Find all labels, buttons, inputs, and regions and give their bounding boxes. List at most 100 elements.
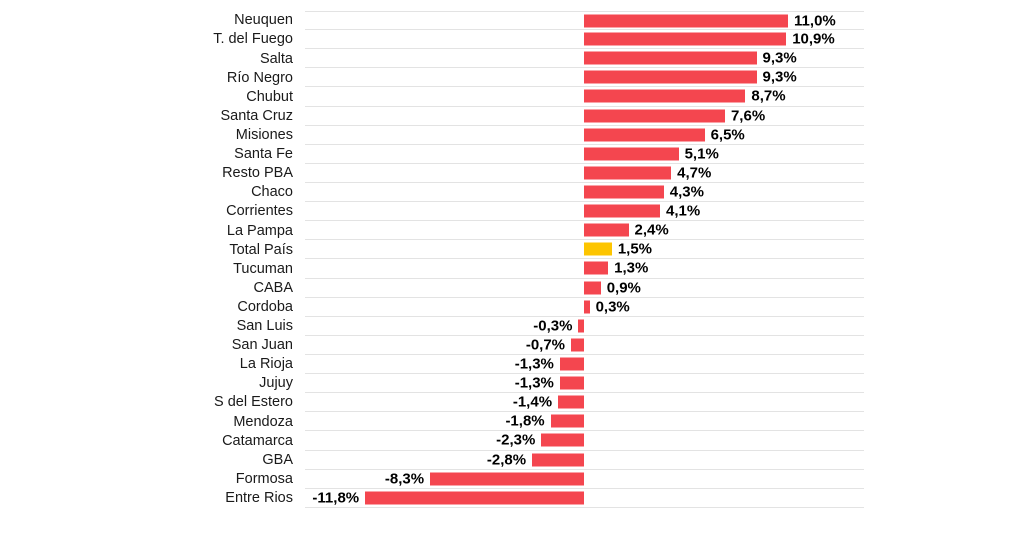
bar[interactable]	[584, 204, 661, 218]
bar-value-label: 8,7%	[751, 87, 786, 105]
chart-row: 4,7%	[305, 164, 864, 183]
bar-value-label: 5,1%	[684, 145, 719, 163]
category-label: Jujuy	[259, 375, 293, 392]
bar-value-label: 4,7%	[677, 164, 712, 182]
bar-value-label: 9,3%	[762, 49, 797, 67]
category-label-row: Santa Fe	[0, 145, 293, 164]
category-label-row: Neuquen	[0, 11, 293, 30]
chart-row: -8,3%	[305, 470, 864, 489]
bar-value-label: -8,3%	[384, 470, 425, 488]
bar[interactable]	[365, 491, 584, 505]
bar[interactable]	[559, 376, 584, 390]
category-label-row: GBA	[0, 451, 293, 470]
bar[interactable]	[584, 223, 629, 237]
category-label: San Juan	[231, 337, 293, 354]
bar-value-label: -1,3%	[514, 355, 554, 373]
category-axis-labels: Neuquen T. del Fuego Salta Río Negro Chubut S…	[0, 11, 293, 508]
bar-value-label: -2,3%	[496, 431, 536, 449]
chart-row: -1,4%	[305, 393, 864, 413]
bar[interactable]	[584, 300, 590, 314]
chart-row: 9,3%	[305, 68, 864, 88]
chart-row: 7,6%	[305, 107, 864, 126]
bar-value-label: 6,5%	[710, 126, 745, 144]
chart-row: -11,8%	[305, 489, 864, 508]
chart-row: 4,1%	[305, 202, 864, 222]
chart-row: 0,3%	[305, 298, 864, 317]
bar[interactable]	[584, 261, 609, 275]
bar-value-label: 4,1%	[666, 202, 701, 220]
bar[interactable]	[550, 414, 584, 428]
chart-row: -1,3%	[305, 355, 864, 375]
bar[interactable]	[584, 70, 757, 84]
category-label: Neuquen	[234, 12, 293, 29]
bar-value-label: 1,3%	[614, 259, 649, 277]
category-label-row: T. del Fuego	[0, 30, 293, 49]
category-label: CABA	[253, 279, 294, 296]
bar-value-label: 9,3%	[762, 68, 797, 86]
bar[interactable]	[584, 147, 679, 161]
chart-row: 2,4%	[305, 221, 864, 241]
category-label: Entre Rios	[225, 490, 293, 507]
category-label: Mendoza	[233, 413, 293, 430]
bar[interactable]	[430, 472, 584, 486]
category-label-row: San Juan	[0, 336, 293, 355]
category-label-row: Catamarca	[0, 431, 293, 450]
chart-row: 1,3%	[305, 259, 864, 279]
category-label-row: Total País	[0, 240, 293, 259]
bar[interactable]	[558, 395, 584, 409]
bar[interactable]	[584, 32, 787, 46]
chart-row: 1,5%	[305, 240, 864, 260]
bar[interactable]	[571, 338, 584, 352]
category-label: La Rioja	[239, 356, 293, 373]
bar[interactable]	[584, 185, 664, 199]
category-label: Total País	[229, 241, 293, 258]
category-label: Formosa	[235, 470, 293, 487]
chart-row: 4,3%	[305, 183, 864, 203]
bar[interactable]	[584, 128, 705, 142]
bar-value-label: 0,9%	[606, 279, 641, 297]
bar[interactable]	[559, 357, 584, 371]
chart-row: -1,8%	[305, 412, 864, 432]
bar-value-label: 4,3%	[669, 183, 704, 201]
category-label-row: San Luis	[0, 317, 293, 336]
bar[interactable]	[584, 14, 789, 28]
chart-row: -0,3%	[305, 317, 864, 336]
chart-row: 10,9%	[305, 30, 864, 50]
chart-row: -2,8%	[305, 451, 864, 470]
bar-value-label: -0,3%	[533, 317, 573, 335]
category-label-row: Cordoba	[0, 298, 293, 317]
bar[interactable]	[584, 51, 757, 65]
category-label: T. del Fuego	[213, 31, 293, 48]
bar[interactable]	[541, 433, 584, 447]
bar-value-label: 1,5%	[617, 240, 653, 258]
category-label-row: Mendoza	[0, 412, 293, 431]
bar-value-label: 7,6%	[730, 107, 766, 125]
bar[interactable]	[532, 453, 584, 467]
bar[interactable]	[584, 281, 601, 295]
category-label: Santa Fe	[234, 146, 293, 163]
category-label: Tucuman	[233, 260, 293, 277]
category-label-row: Salta	[0, 49, 293, 68]
bar[interactable]	[584, 109, 725, 123]
category-label-row: Entre Rios	[0, 489, 293, 508]
chart-row: 9,3%	[305, 49, 864, 69]
category-label-row: Río Negro	[0, 68, 293, 87]
category-label: Chaco	[251, 184, 293, 201]
chart-row: -2,3%	[305, 431, 864, 451]
bar[interactable]	[578, 319, 584, 333]
chart-row: 6,5%	[305, 126, 864, 145]
category-label: Catamarca	[222, 432, 293, 449]
bar[interactable]	[584, 166, 672, 180]
bar[interactable]	[584, 242, 612, 256]
bar[interactable]	[584, 89, 746, 103]
bar-value-label: 10,9%	[792, 30, 835, 48]
category-label-row: Santa Cruz	[0, 107, 293, 126]
category-label: S del Estero	[214, 394, 293, 411]
category-label-row: Corrientes	[0, 202, 293, 221]
chart-row: 5,1%	[305, 145, 864, 164]
category-label: Santa Cruz	[220, 107, 293, 124]
category-label-row: La Pampa	[0, 221, 293, 240]
category-label-row: Chubut	[0, 87, 293, 106]
category-label: GBA	[262, 451, 293, 468]
